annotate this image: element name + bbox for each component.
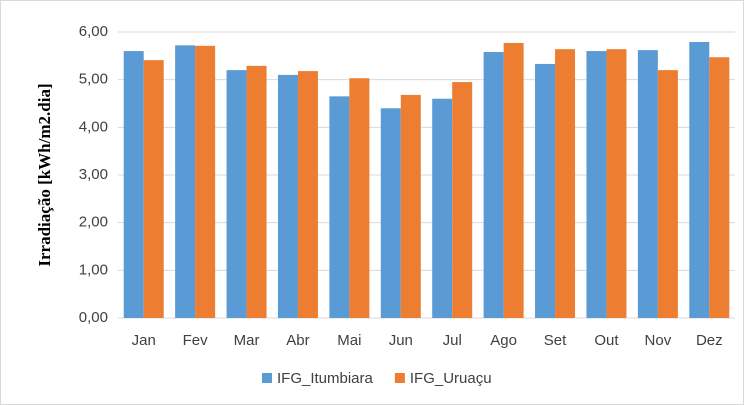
bar: [503, 42, 524, 319]
y-tick-label: 2,00: [79, 214, 108, 231]
legend-label: IFG_Uruaçu: [410, 370, 492, 387]
bar: [535, 63, 556, 318]
legend-swatch: [262, 373, 272, 383]
x-tick-label: Set: [544, 332, 567, 349]
x-tick-label: Jan: [132, 332, 156, 349]
bar: [195, 45, 216, 318]
y-tick-label: 4,00: [79, 118, 108, 135]
legend-label: IFG_Itumbiara: [277, 370, 374, 387]
bar: [380, 108, 401, 319]
bar: [452, 82, 473, 318]
x-tick-label: Ago: [490, 332, 517, 349]
bar: [657, 70, 678, 318]
bar: [709, 57, 730, 318]
bar: [586, 51, 607, 319]
y-tick-label: 5,00: [79, 71, 108, 88]
y-tick-label: 6,00: [79, 23, 108, 40]
bar: [246, 65, 267, 319]
bar: [483, 52, 504, 319]
bar: [329, 96, 350, 318]
bar: [637, 50, 658, 318]
x-tick-label: Abr: [286, 332, 309, 349]
bar: [123, 51, 144, 319]
y-tick-label: 3,00: [79, 166, 108, 183]
bar: [400, 94, 421, 318]
y-tick-label: 0,00: [79, 309, 108, 326]
x-tick-label: Mai: [337, 332, 361, 349]
y-axis-title: Irradiação [kWh/m2.dia]: [35, 83, 54, 266]
x-tick-label: Mar: [234, 332, 260, 349]
bar: [349, 78, 370, 318]
x-tick-label: Fev: [183, 332, 209, 349]
bar: [555, 49, 576, 318]
bar: [277, 74, 298, 319]
bar: [432, 98, 453, 318]
x-tick-label: Jul: [443, 332, 462, 349]
bar: [606, 49, 627, 318]
bar: [175, 45, 196, 318]
y-tick-label: 1,00: [79, 261, 108, 278]
x-tick-label: Nov: [645, 332, 672, 349]
x-tick-label: Out: [594, 332, 619, 349]
bar: [297, 71, 318, 318]
x-tick-label: Dez: [696, 332, 723, 349]
bar: [689, 42, 710, 318]
x-tick-label: Jun: [389, 332, 413, 349]
legend-swatch: [394, 373, 405, 383]
bar: [226, 70, 247, 318]
bar: [143, 60, 164, 319]
